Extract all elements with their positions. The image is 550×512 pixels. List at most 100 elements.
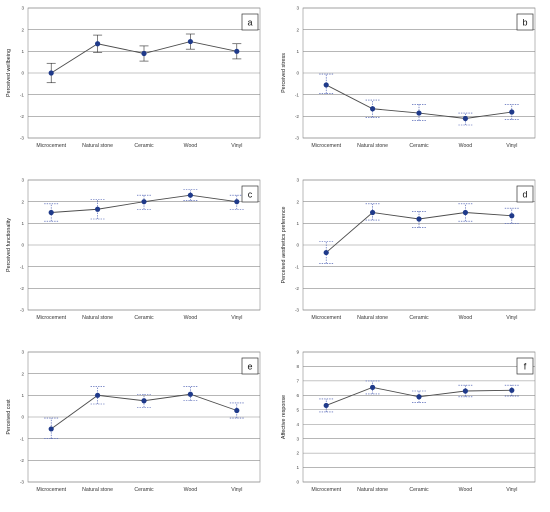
x-category-label: Ceramic (409, 143, 429, 149)
y-tick-label: -1 (20, 436, 25, 441)
x-category-label: Natural stone (82, 143, 113, 149)
x-category-label: Microcement (311, 487, 341, 493)
y-tick-label: 9 (296, 350, 299, 355)
data-point (416, 110, 422, 116)
y-tick-label: 3 (296, 436, 299, 441)
chart-panel-f: 9 8 7 6 5 4 3 2 1 0 Microcement Natural stone Cerami… (275, 344, 547, 512)
data-point (416, 394, 422, 400)
x-category-label: Vinyl (231, 315, 242, 321)
panel-label-box (241, 13, 259, 31)
x-category-label: Wood (459, 487, 473, 493)
data-point (187, 192, 193, 198)
y-tick-label: 0 (296, 71, 299, 76)
y-axis-label: Perceived stress (281, 53, 287, 93)
data-point (323, 402, 329, 409)
data-point (509, 387, 515, 393)
y-axis-label: Perceived aesthetics preference (281, 206, 287, 283)
y-tick-label: 2 (21, 27, 24, 32)
y-tick-label: 0 (21, 415, 24, 420)
data-point (234, 199, 240, 205)
x-category-label: Natural stone (82, 487, 113, 493)
data-point (462, 209, 468, 216)
y-tick-label: -3 (20, 136, 25, 141)
data-point (509, 213, 515, 219)
y-tick-label: 2 (296, 199, 299, 204)
y-tick-label: -2 (20, 286, 25, 291)
data-point (141, 50, 147, 57)
data-point (141, 199, 147, 205)
data-point (95, 392, 101, 398)
data-point (48, 70, 54, 76)
y-tick-label: 3 (21, 178, 24, 183)
data-point (462, 115, 468, 122)
y-tick-label: 2 (21, 199, 24, 204)
chart-panel-a: 3 2 1 0 -1 -2 -3 Microcement Natural stone Cerami… (0, 0, 272, 168)
y-tick-label: 3 (21, 6, 24, 11)
x-category-label: Vinyl (231, 487, 242, 493)
x-category-label: Vinyl (506, 487, 517, 493)
data-point (323, 249, 329, 256)
y-tick-label: 1 (21, 393, 24, 398)
data-point (141, 398, 147, 404)
y-tick-label: 1 (21, 221, 24, 226)
y-axis-label: Perceived functionality (6, 218, 12, 272)
data-point (48, 426, 54, 432)
y-tick-label: 0 (296, 243, 299, 248)
chart-panel-e: 3 2 1 0 -1 -2 -3 Microcement Natural stone Cerami… (0, 344, 272, 512)
y-tick-label: 2 (296, 27, 299, 32)
data-point (509, 109, 515, 115)
y-tick-label: 2 (21, 371, 24, 376)
y-tick-label: 8 (296, 364, 299, 369)
x-category-label: Natural stone (357, 143, 388, 149)
chart-svg-e: 3 2 1 0 -1 -2 -3 Microcement Natural stone Cerami… (6, 350, 261, 493)
chart-svg-b: 3 2 1 0 -1 -2 -3 Microcement Natural stone Cerami… (281, 6, 536, 149)
chart-panel-d: 3 2 1 0 -1 -2 -3 Microcement Natural stone Cerami… (275, 172, 547, 340)
panel-label: c (248, 190, 253, 200)
y-tick-label: 1 (296, 49, 299, 54)
x-category-label: Ceramic (134, 143, 154, 149)
x-category-label: Natural stone (82, 315, 113, 321)
y-tick-label: -2 (20, 458, 25, 463)
y-tick-label: -1 (20, 92, 25, 97)
x-category-label: Microcement (311, 143, 341, 149)
data-point (48, 209, 54, 216)
y-tick-label: -1 (20, 264, 25, 269)
y-tick-label: -2 (20, 114, 25, 119)
chart-svg-c: 3 2 1 0 -1 -2 -3 Microcement Natural stone Cerami… (6, 178, 261, 321)
x-category-label: Ceramic (409, 315, 429, 321)
y-tick-label: 0 (296, 480, 299, 485)
data-point (323, 82, 329, 88)
x-category-label: Vinyl (506, 315, 517, 321)
data-point (370, 106, 376, 112)
y-tick-label: 6 (296, 393, 299, 398)
y-tick-label: 1 (21, 49, 24, 54)
panel-label: e (247, 362, 252, 372)
chart-svg-f: 9 8 7 6 5 4 3 2 1 0 Microcement Natural stone Cerami… (281, 350, 536, 493)
y-tick-label: 3 (21, 350, 24, 355)
data-point (95, 41, 101, 47)
y-tick-label: 0 (21, 71, 24, 76)
panel-label-box (241, 185, 259, 203)
x-category-label: Ceramic (134, 487, 154, 493)
y-tick-label: -1 (295, 92, 300, 97)
panel-label: f (524, 362, 527, 372)
y-tick-label: -2 (295, 286, 300, 291)
data-point (462, 388, 468, 394)
y-tick-label: 1 (296, 221, 299, 226)
x-category-label: Wood (184, 487, 198, 493)
x-category-label: Vinyl (231, 143, 242, 149)
chart-panel-b: 3 2 1 0 -1 -2 -3 Microcement Natural stone Cerami… (275, 0, 547, 168)
x-category-label: Wood (184, 143, 198, 149)
x-category-label: Wood (459, 315, 473, 321)
chart-panel-c: 3 2 1 0 -1 -2 -3 Microcement Natural stone Cerami… (0, 172, 272, 340)
data-point (370, 384, 376, 390)
x-category-label: Ceramic (134, 315, 154, 321)
plot-frame (302, 351, 536, 483)
data-point (187, 391, 193, 397)
y-tick-label: -3 (295, 308, 300, 313)
y-tick-label: 4 (296, 422, 299, 427)
y-tick-label: 2 (296, 451, 299, 456)
y-tick-label: 1 (296, 465, 299, 470)
panel-label: a (247, 18, 252, 28)
y-axis-label: Affective response (281, 395, 287, 439)
